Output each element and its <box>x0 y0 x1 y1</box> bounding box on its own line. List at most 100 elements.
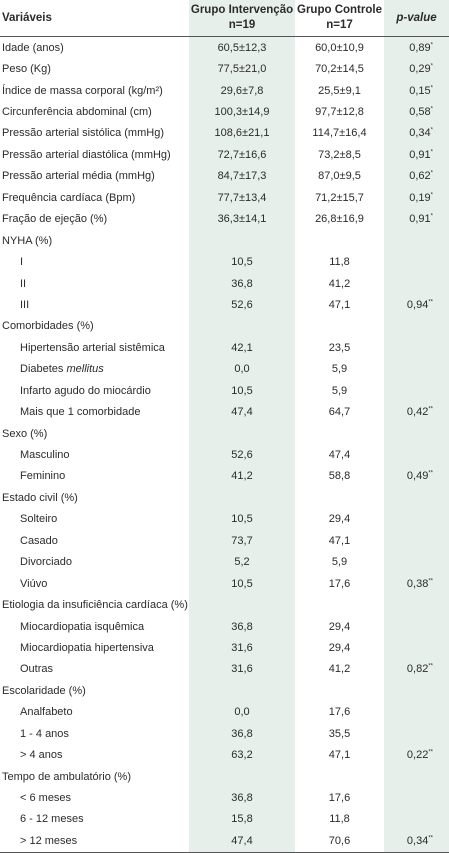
row-sublabel: < 6 meses <box>20 792 72 805</box>
pvalue-cell <box>384 723 449 745</box>
table-row: Viúvo 10,5 17,6 0,38** <box>0 572 449 595</box>
pvalue-value: 0,49 <box>406 470 429 483</box>
table-header: Variáveis Grupo Intervenção n=19 Grupo C… <box>0 0 449 37</box>
control-value: 23,5 <box>328 341 351 354</box>
row-sublabel: Analfabeto <box>20 706 73 719</box>
pvalue-cell <box>384 594 449 616</box>
pvalue-value: 0,19 <box>409 191 431 204</box>
row-sublabel: Infarto agudo do miocárdio <box>20 384 151 397</box>
row-label: Índice de massa corporal (kg/m²) <box>2 84 163 97</box>
pvalue-cell <box>384 444 449 466</box>
pvalue-cell <box>384 787 449 809</box>
italic-term: mellitus <box>66 363 104 376</box>
pvalue-cell: 0,58* <box>384 101 449 123</box>
pvalue-test-marker: * <box>430 213 433 220</box>
pvalue-cell <box>384 680 449 702</box>
intervention-value: 29,6±7,8 <box>189 79 295 102</box>
pvalue-cell <box>384 701 449 723</box>
pvalue-cell: 0,19* <box>384 187 449 209</box>
row-label: Sexo (%) <box>2 427 48 440</box>
intervention-value <box>189 315 295 338</box>
control-value: 87,0±9,5 <box>318 170 361 183</box>
row-label: Idade (anos) <box>2 41 64 54</box>
intervention-value <box>189 422 295 445</box>
intervention-value: 10,5 <box>189 572 295 595</box>
pvalue-value: 0,22 <box>406 749 429 762</box>
row-label: Circunferência abdominal (cm) <box>2 106 152 119</box>
table-row: Pressão arterial sistólica (mmHg) 108,6±2… <box>0 122 449 145</box>
control-value <box>295 594 384 615</box>
control-value: 70,6 <box>328 834 351 847</box>
row-sublabel: > 4 anos <box>20 749 63 762</box>
table-row: Idade (anos) 60,5±12,3 60,0±10,9 0,89* <box>0 36 449 59</box>
control-value: 58,8 <box>328 470 351 483</box>
table-row: Masculino 52,6 47,4 <box>0 444 449 466</box>
table-row: 6 - 12 meses 15,8 11,8 <box>0 808 449 831</box>
table-row: > 4 anos 63,2 47,1 0,22** <box>0 744 449 766</box>
control-value <box>295 230 384 251</box>
pvalue-value: 0,89 <box>409 41 431 54</box>
control-value: 47,4 <box>328 449 351 462</box>
row-sublabel: Miocardiopatia hipertensiva <box>20 641 154 654</box>
table-body: Idade (anos) 60,5±12,3 60,0±10,9 0,89* Peso … <box>0 36 449 853</box>
table-row: Casado 73,7 47,1 <box>0 530 449 552</box>
table-row: Miocardiopatia hipertensiva 31,6 29,4 <box>0 637 449 659</box>
control-value: 5,9 <box>331 556 348 569</box>
control-value: 47,1 <box>328 749 351 762</box>
control-value: 114,7±16,4 <box>312 127 367 140</box>
pvalue-value: 0,38 <box>406 577 429 590</box>
pvalue-cell <box>384 551 449 573</box>
pvalue-cell <box>384 615 449 638</box>
pvalue-test-marker: * <box>430 170 433 177</box>
intervention-value: 52,6 <box>189 444 295 466</box>
pvalue-test-marker: ** <box>428 299 433 306</box>
table-row: Mais que 1 comorbidade 47,4 64,7 0,42** <box>0 401 449 423</box>
table-row: Índice de massa corporal (kg/m²) 29,6±7,8… <box>0 79 449 102</box>
row-sublabel: Outras <box>20 663 54 676</box>
pvalue-value: 0,58 <box>409 106 431 119</box>
row-sublabel: Solteiro <box>20 513 58 526</box>
intervention-value: 31,6 <box>189 658 295 681</box>
intervention-value: 36,8 <box>189 787 295 809</box>
header-row: Variáveis Grupo Intervenção n=19 Grupo C… <box>0 0 449 37</box>
pvalue-cell <box>384 251 449 273</box>
control-value <box>295 423 384 444</box>
control-value: 17,6 <box>328 792 351 805</box>
table-row: Miocardiopatia isquêmica 36,8 29,4 <box>0 615 449 638</box>
table-row: Frequência cardíaca (Bpm) 77,7±13,4 71,2±1… <box>0 187 449 209</box>
row-sublabel: II <box>20 277 27 290</box>
row-sublabel: Miocardiopatia isquêmica <box>20 620 145 633</box>
intervention-value: 108,6±21,1 <box>189 122 295 145</box>
control-value: 17,6 <box>328 706 351 719</box>
row-sublabel: > 12 meses <box>20 834 78 847</box>
header-control-group: Grupo Controle n=17 <box>295 0 384 37</box>
pvalue-cell <box>384 487 449 509</box>
control-value: 5,9 <box>331 384 348 397</box>
table-row: Pressão arterial média (mmHg) 84,7±17,3 87… <box>0 165 449 188</box>
row-sublabel: Viúvo <box>20 577 48 590</box>
intervention-value <box>189 594 295 616</box>
table-row: II 36,8 41,2 <box>0 272 449 295</box>
pvalue-cell: 0,82** <box>384 658 449 681</box>
table-row: Feminino 41,2 58,8 0,49** <box>0 465 449 488</box>
row-label: Pressão arterial sistólica (mmHg) <box>2 127 164 140</box>
intervention-value: 47,4 <box>189 830 295 853</box>
row-sublabel: Casado <box>20 534 58 547</box>
pvalue-test-marker: * <box>430 149 433 156</box>
pvalue-cell <box>384 508 449 531</box>
control-value: 97,7±12,8 <box>315 106 364 119</box>
control-value <box>295 766 384 787</box>
pvalue-cell <box>384 315 449 338</box>
pvalue-test-marker: ** <box>428 406 433 413</box>
intervention-value: 73,7 <box>189 530 295 552</box>
row-label: Comorbidades (%) <box>2 320 94 333</box>
row-sublabel: I <box>20 256 24 269</box>
pvalue-cell: 0,38** <box>384 572 449 595</box>
pvalue-cell <box>384 422 449 445</box>
pvalue-test-marker: * <box>430 84 433 91</box>
intervention-value: 10,5 <box>189 251 295 273</box>
control-value: 41,2 <box>328 663 351 676</box>
control-value: 29,4 <box>328 641 351 654</box>
